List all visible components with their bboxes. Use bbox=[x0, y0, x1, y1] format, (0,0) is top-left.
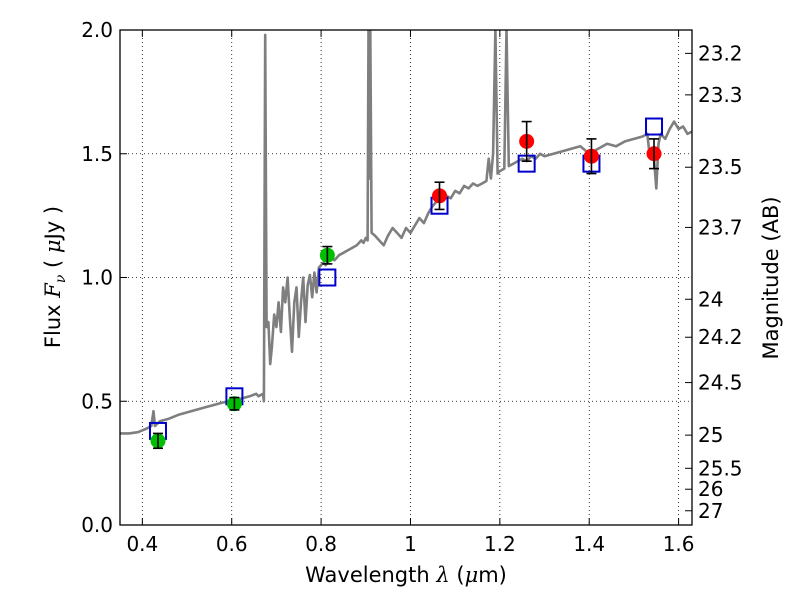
magnitude-tick-label: 26 bbox=[698, 477, 723, 501]
magnitude-tick-label: 27 bbox=[698, 499, 723, 523]
red-error-bar bbox=[434, 181, 445, 211]
y-tick-label: 2.0 bbox=[81, 18, 113, 42]
magnitude-tick-label: 24.5 bbox=[698, 371, 743, 395]
magnitude-axis-label: Magnitude (AB) bbox=[759, 196, 783, 359]
x-tick-label: 1 bbox=[404, 532, 417, 556]
y-tick-label: 1.0 bbox=[81, 266, 113, 290]
ticks: 0.4 0.6 0.8 1 1.2 1.4 1.6 0.0 0.5 1.0 1.5 2.0 23.2 23… bbox=[81, 18, 742, 556]
magnitude-tick-label: 24.2 bbox=[698, 325, 743, 349]
magnitude-tick-label: 25 bbox=[698, 423, 723, 447]
x-tick-label: 1.2 bbox=[484, 532, 516, 556]
x-tick-label: 1.4 bbox=[573, 532, 605, 556]
x-tick-label: 1.6 bbox=[663, 532, 695, 556]
magnitude-tick-label: 23.5 bbox=[698, 155, 743, 179]
y-tick-label: 1.5 bbox=[81, 142, 113, 166]
magnitude-tick-label: 23.3 bbox=[698, 83, 743, 107]
magnitude-tick-label: 23.7 bbox=[698, 215, 743, 239]
red-error-bar bbox=[521, 120, 532, 162]
red-error-bar bbox=[649, 138, 660, 170]
model-point bbox=[645, 117, 664, 136]
plot-area bbox=[120, 30, 692, 525]
x-axis-label: Wavelength λ (μm) bbox=[305, 563, 507, 587]
magnitude-tick-label: 24 bbox=[698, 287, 723, 311]
x-tick-label: 0.4 bbox=[126, 532, 158, 556]
red-error-bar bbox=[586, 138, 597, 175]
magnitude-tick-label: 23.2 bbox=[698, 41, 743, 65]
y-tick-label: 0.0 bbox=[81, 513, 113, 537]
x-tick-label: 0.6 bbox=[216, 532, 248, 556]
magnitude-tick-label: 25.5 bbox=[698, 456, 743, 480]
spectrum-line bbox=[120, 30, 692, 435]
model-point bbox=[318, 268, 337, 287]
data-layer bbox=[120, 30, 692, 450]
y-tick-label: 0.5 bbox=[81, 389, 113, 413]
green-error-bar bbox=[152, 432, 163, 450]
y-axis-label: Flux Fν ( μJy ) bbox=[41, 206, 69, 348]
x-tick-label: 0.8 bbox=[305, 532, 337, 556]
green-error-bar bbox=[229, 396, 240, 411]
green-error-bar bbox=[322, 245, 333, 265]
